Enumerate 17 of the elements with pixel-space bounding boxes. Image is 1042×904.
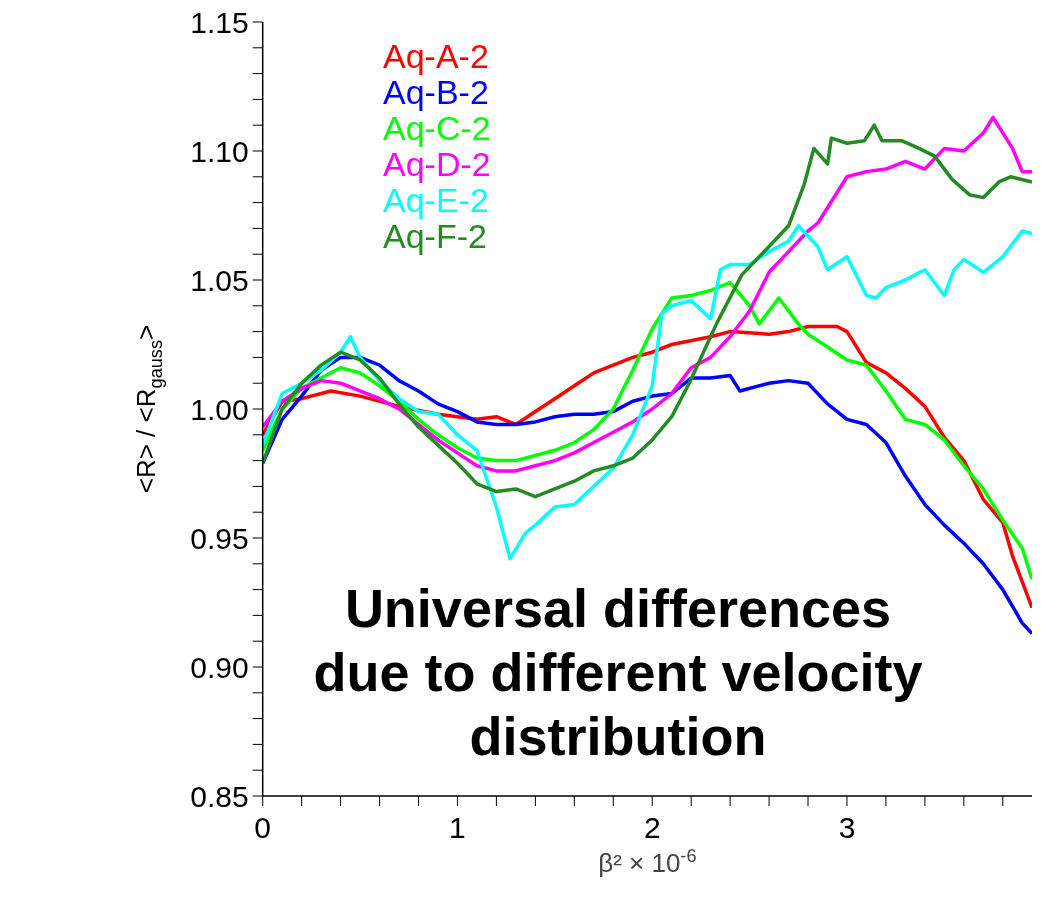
line-series	[262, 280, 1032, 582]
x-axis-title: β² × 10$^{-6}$	[598, 846, 697, 878]
text: Aq-A-2	[383, 37, 490, 75]
y-tick-label: 0.95	[190, 521, 249, 555]
x-tick-label: 1	[449, 811, 466, 844]
line-series	[262, 224, 1032, 561]
y-tick-label: 1.10	[190, 134, 249, 168]
x-tick-label: 0	[254, 811, 272, 844]
y-tick-label: 1.15	[190, 5, 249, 39]
y-tick-label: 0.85	[190, 779, 249, 813]
y-tick-label: 1.00	[190, 392, 249, 426]
x-tick-label: 3	[838, 811, 856, 844]
y-tick-label: 1.05	[190, 263, 249, 297]
x-tick-label: 2	[643, 811, 661, 844]
line-series	[262, 355, 1032, 636]
annotation: Universal differences due to different velocity distribution	[312, 577, 924, 768]
y-tick-label: 0.90	[190, 650, 249, 684]
